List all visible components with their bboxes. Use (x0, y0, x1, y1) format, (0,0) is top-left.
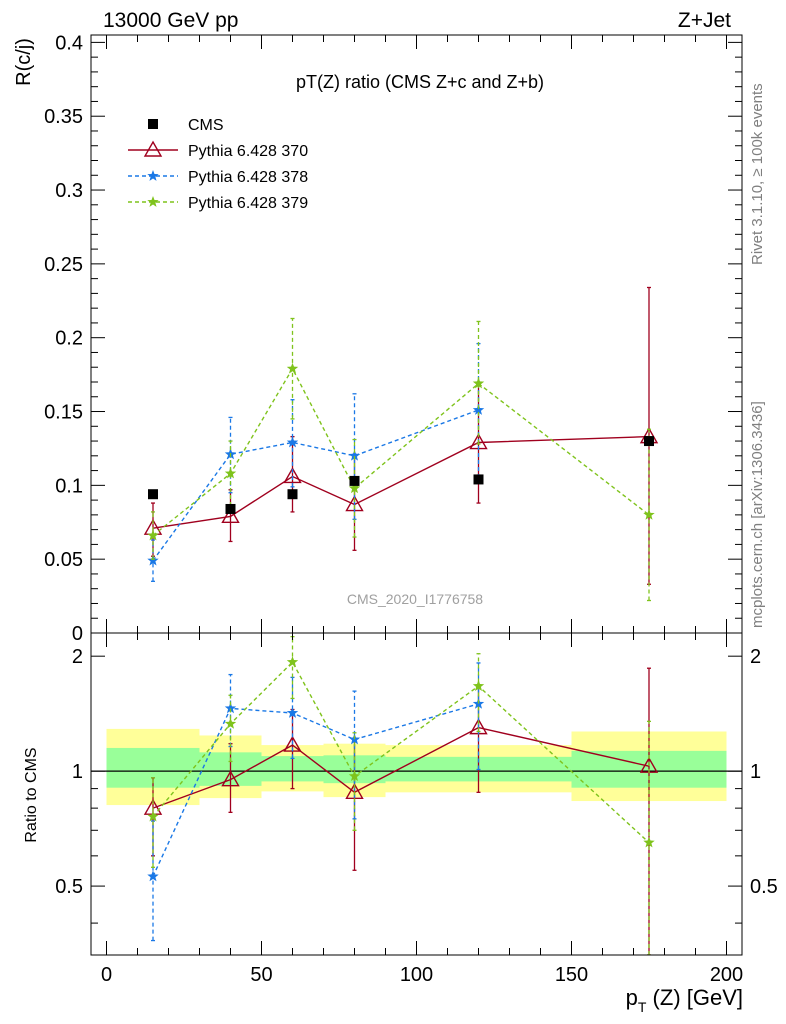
ratio-series-pythia-6-428-379 (147, 635, 655, 955)
legend-item-cms: CMS (148, 117, 224, 134)
ratio-point-pythia-6-428-379 (286, 656, 299, 667)
ratio-y-tick-label-right: 1 (750, 761, 761, 783)
ratio-point-pythia-6-428-378 (224, 702, 237, 714)
main-y-tick-label: 0.05 (44, 549, 83, 571)
ratio-x-tick-label: 0 (101, 964, 112, 986)
analysis-watermark: CMS_2020_I1776758 (347, 591, 483, 607)
ratio-y-tick-label-right: 2 (750, 646, 761, 668)
main-line-pythia-6-428-378 (152, 409, 479, 562)
legend-marker-pythia-6-428-378 (147, 170, 159, 181)
legend-label-pythia-6-428-379: Pythia 6.428 379 (188, 195, 308, 212)
ratio-y-tick-label: 1 (72, 761, 83, 783)
main-series-pythia-6-428-370 (143, 286, 659, 585)
main-point-pythia-6-428-379 (643, 508, 655, 520)
ratio-line-pythia-6-428-370 (152, 726, 650, 809)
main-y-tick-label: 0.2 (55, 328, 83, 350)
legend-label-cms: CMS (188, 117, 224, 134)
main-panel: 0 0.05 0.1 0.15 0.2 0.25 0.3 0.35 0.4 pT(Z) rati… (13, 32, 743, 645)
x-axis-label: pT (Z) [GeV] (626, 985, 743, 1015)
main-point-pythia-6-428-370 (283, 467, 302, 484)
legend: CMS Pythia 6.428 370 Pythia 6.428 378 Pythi… (128, 117, 308, 212)
ratio-y-axis-label: Ratio to CMS (23, 747, 40, 842)
ratio-series-pythia-6-428-370 (143, 667, 659, 955)
legend-label-pythia-6-428-378: Pythia 6.428 378 (188, 169, 308, 186)
ratio-x-tick-label: 50 (250, 964, 272, 986)
ratio-point-pythia-6-428-378 (147, 870, 159, 882)
header-right: Z+Jet (678, 9, 731, 32)
legend-item-pythia-6-428-378: Pythia 6.428 378 (128, 169, 308, 186)
main-point-pythia-6-428-379 (472, 377, 485, 389)
side-notes: Rivet 3.1.10, ≥ 100k events mcplots.cern… (749, 83, 766, 628)
main-point-cms (148, 489, 158, 500)
ratio-point-pythia-6-428-379 (348, 770, 361, 782)
main-point-pythia-6-428-378 (472, 404, 485, 415)
main-y-tick-label: 0.25 (44, 254, 83, 276)
main-point-pythia-6-428-378 (286, 436, 299, 448)
header: 13000 GeV pp Z+Jet (103, 9, 731, 32)
legend-marker-pythia-6-428-379 (147, 196, 159, 207)
main-y-tick-label: 0 (72, 623, 83, 645)
main-title: pT(Z) ratio (CMS Z+c and Z+b) (296, 72, 544, 92)
main-point-pythia-6-428-379 (147, 529, 159, 541)
main-series-pythia-6-428-379 (147, 317, 655, 602)
legend-marker-cms (148, 119, 158, 129)
ratio-point-pythia-6-428-379 (643, 836, 655, 848)
ratio-point-pythia-6-428-379 (224, 717, 237, 729)
main-y-tick-label: 0.4 (55, 32, 83, 54)
ratio-point-pythia-6-428-370 (221, 770, 240, 787)
ratio-y-tick-label: 2 (72, 646, 83, 668)
main-line-pythia-6-428-379 (152, 367, 650, 537)
ratio-x-tick-label: 200 (710, 964, 743, 986)
ratio-line-pythia-6-428-379 (152, 660, 650, 844)
main-y-tick-label: 0.3 (55, 180, 83, 202)
main-point-pythia-6-428-378 (147, 554, 159, 566)
legend-item-pythia-6-428-370: Pythia 6.428 370 (128, 140, 308, 160)
main-point-pythia-6-428-370 (221, 506, 240, 524)
main-point-pythia-6-428-379 (348, 482, 361, 494)
main-y-tick-label: 0.15 (44, 402, 83, 424)
main-point-cms (287, 489, 298, 500)
ratio-point-pythia-6-428-379 (147, 810, 159, 822)
legend-marker-pythia-6-428-370 (143, 140, 163, 157)
rivet-note: Rivet 3.1.10, ≥ 100k events (749, 83, 766, 265)
main-series-cms (148, 436, 654, 514)
main-point-cms (644, 436, 654, 447)
main-point-pythia-6-428-379 (224, 467, 237, 479)
header-left: 13000 GeV pp (103, 9, 238, 32)
ratio-x-tick-label: 100 (400, 964, 433, 986)
ratio-point-pythia-6-428-378 (286, 706, 299, 718)
main-point-pythia-6-428-378 (348, 449, 361, 461)
ratio-y-tick-label: 0.5 (55, 876, 83, 898)
main-series-pythia-6-428-378 (147, 342, 485, 582)
main-point-cms (225, 503, 236, 514)
ratio-panel: 0.5 0.5 1 1 2 2 0 50 100 150 200 Ratio to CMS (23, 632, 778, 986)
ratio-x-tick-label: 150 (555, 964, 588, 986)
main-y-tick-label: 0.35 (44, 106, 83, 128)
legend-item-pythia-6-428-379: Pythia 6.428 379 (128, 195, 308, 212)
ratio-point-pythia-6-428-379 (472, 680, 485, 691)
main-point-cms (349, 475, 360, 486)
main-point-cms (473, 474, 484, 485)
main-y-axis-label: R(c/j) (13, 38, 35, 86)
main-y-tick-label: 0.1 (55, 475, 83, 497)
main-line-pythia-6-428-370 (152, 435, 650, 529)
main-point-pythia-6-428-379 (286, 362, 299, 374)
mcplots-note: mcplots.cern.ch [arXiv:1306.3436] (749, 401, 766, 628)
legend-label-pythia-6-428-370: Pythia 6.428 370 (188, 143, 308, 160)
ratio-y-tick-label-right: 0.5 (750, 876, 778, 898)
